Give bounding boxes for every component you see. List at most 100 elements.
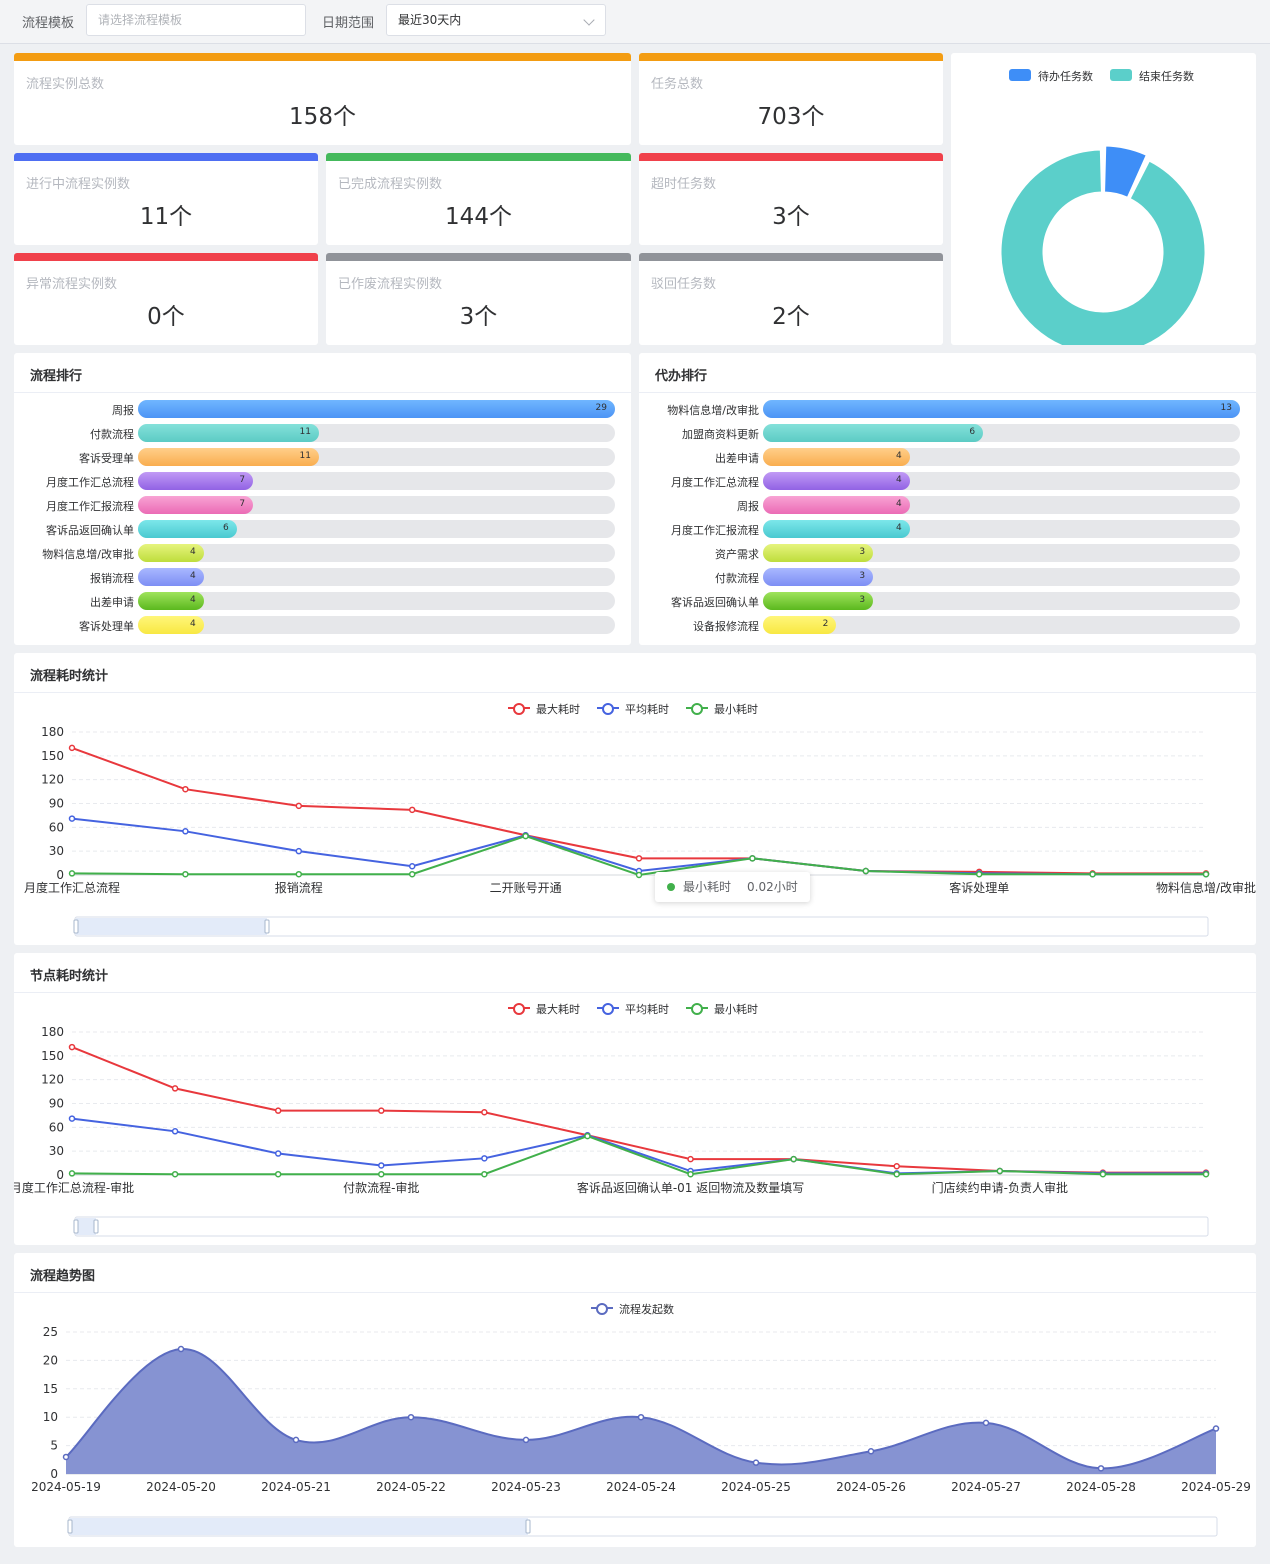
proxy-rank-bar[interactable]: 6 (763, 424, 984, 442)
data-point[interactable] (68, 870, 76, 877)
zoom-slider-handle[interactable] (93, 1219, 99, 1234)
data-point[interactable] (182, 870, 189, 878)
data-point[interactable] (749, 855, 756, 862)
process-rank-bar[interactable]: 29 (138, 400, 615, 418)
data-point[interactable] (378, 1170, 385, 1178)
data-point[interactable] (635, 855, 643, 862)
data-point[interactable] (408, 863, 416, 870)
data-point[interactable] (687, 1170, 694, 1178)
data-point[interactable] (481, 1155, 488, 1162)
data-point[interactable] (752, 1459, 760, 1466)
data-point[interactable] (274, 1170, 282, 1178)
data-point[interactable] (171, 1085, 179, 1092)
process-rank-bar[interactable]: 11 (138, 424, 319, 442)
y-tick-label: 30 (49, 1144, 64, 1158)
data-point[interactable] (292, 1436, 300, 1444)
data-point[interactable] (407, 1413, 415, 1421)
data-point[interactable] (62, 1453, 70, 1461)
trend-area (66, 1348, 1216, 1474)
data-point[interactable] (408, 870, 416, 878)
data-point[interactable] (1097, 1465, 1105, 1472)
data-point[interactable] (68, 815, 76, 822)
proxy-rank-bar[interactable]: 2 (763, 616, 837, 634)
data-point[interactable] (893, 1163, 900, 1170)
data-point[interactable] (171, 1170, 179, 1178)
data-point[interactable] (1202, 870, 1210, 878)
x-tick-label: 2024-05-22 (376, 1480, 446, 1494)
donut-slice-finished[interactable] (1000, 149, 1206, 345)
date-range-select[interactable]: 最近30天内 (386, 4, 606, 36)
proxy-rank-bar[interactable]: 4 (763, 496, 910, 514)
data-point[interactable] (687, 1155, 694, 1163)
process-rank-bar[interactable]: 4 (138, 544, 204, 562)
data-point[interactable] (635, 871, 643, 879)
data-point[interactable] (68, 1170, 76, 1177)
zoom-slider-handle[interactable] (73, 919, 79, 934)
proxy-rank-bar[interactable]: 13 (763, 400, 1240, 418)
trend-line (65, 1348, 1217, 1470)
data-point[interactable] (893, 1170, 900, 1178)
process-rank-bar[interactable]: 4 (138, 592, 204, 610)
proxy-rank-bar[interactable]: 3 (763, 568, 874, 586)
process-rank-bar[interactable]: 7 (138, 472, 254, 490)
data-point[interactable] (1099, 1170, 1107, 1178)
data-point[interactable] (68, 1043, 76, 1051)
zoom-slider-handle[interactable] (525, 1519, 531, 1534)
data-point[interactable] (68, 744, 76, 752)
data-point[interactable] (68, 1115, 76, 1122)
data-point[interactable] (481, 1108, 488, 1116)
data-point[interactable] (1202, 1170, 1210, 1178)
data-point[interactable] (182, 828, 189, 835)
data-point[interactable] (1212, 1425, 1220, 1432)
template-select[interactable]: 请选择流程模板 (86, 4, 306, 36)
data-point[interactable] (522, 1436, 530, 1444)
proxy-rank-bar[interactable]: 4 (763, 472, 910, 490)
data-point[interactable] (295, 847, 303, 855)
zoom-slider-window[interactable] (76, 1218, 96, 1235)
x-tick-label: 2024-05-24 (606, 1480, 676, 1494)
proxy-rank-bar[interactable]: 3 (763, 544, 874, 562)
data-point[interactable] (790, 1155, 797, 1163)
zoom-slider-track[interactable] (74, 1216, 1209, 1237)
process-rank-bar[interactable]: 4 (138, 616, 204, 634)
proxy-rank-bar[interactable]: 4 (763, 520, 910, 538)
zoom-slider-window[interactable] (70, 1518, 528, 1535)
proxy-rank-track: 3 (763, 544, 1240, 562)
zoom-slider-handle[interactable] (264, 919, 270, 934)
process-rank-bar[interactable]: 7 (138, 496, 254, 514)
data-point[interactable] (975, 870, 983, 878)
process-rank-bar[interactable]: 11 (138, 448, 319, 466)
data-point[interactable] (584, 1132, 591, 1140)
process-rank-bar[interactable]: 6 (138, 520, 237, 538)
zoom-slider-window[interactable] (76, 918, 267, 935)
x-tick-label: 报销流程 (275, 880, 323, 895)
data-point[interactable] (274, 1107, 282, 1114)
data-point[interactable] (177, 1345, 185, 1353)
proxy-rank-bar[interactable]: 4 (763, 448, 910, 466)
legend-marker (591, 1303, 613, 1315)
data-point[interactable] (171, 1128, 179, 1135)
data-point[interactable] (637, 1413, 645, 1421)
y-tick-label: 120 (41, 773, 64, 787)
process-rank-bar[interactable]: 4 (138, 568, 204, 586)
process-rank-value: 4 (190, 547, 196, 557)
data-point[interactable] (378, 1162, 385, 1169)
data-point[interactable] (378, 1107, 385, 1114)
data-point[interactable] (982, 1419, 990, 1427)
donut-slice-pending[interactable] (1104, 145, 1147, 198)
data-point[interactable] (867, 1448, 875, 1455)
data-point[interactable] (481, 1170, 488, 1178)
data-point[interactable] (862, 867, 870, 875)
data-point[interactable] (408, 806, 416, 814)
data-point[interactable] (295, 802, 303, 810)
data-point[interactable] (522, 832, 529, 840)
proxy-rank-bar[interactable]: 3 (763, 592, 874, 610)
data-point[interactable] (996, 1167, 1004, 1175)
data-point[interactable] (274, 1150, 282, 1157)
data-point[interactable] (1089, 870, 1096, 878)
zoom-slider-handle[interactable] (67, 1519, 73, 1534)
data-point[interactable] (295, 870, 303, 878)
stat-accent-bar (639, 53, 943, 61)
zoom-slider-handle[interactable] (73, 1219, 79, 1234)
data-point[interactable] (182, 785, 189, 793)
